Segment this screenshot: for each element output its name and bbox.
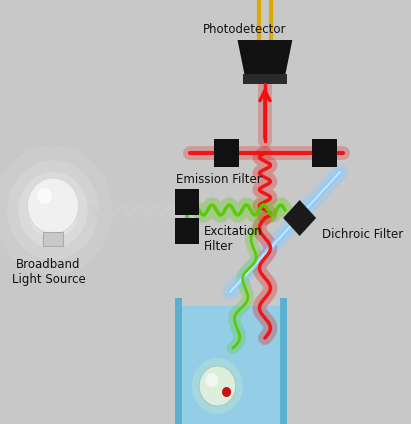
Bar xyxy=(180,306,282,424)
Bar xyxy=(312,139,337,167)
Bar xyxy=(43,232,63,246)
Circle shape xyxy=(7,160,99,260)
Circle shape xyxy=(28,182,79,238)
Bar xyxy=(214,139,239,167)
Bar xyxy=(280,298,287,424)
Bar xyxy=(175,189,199,215)
Bar xyxy=(175,218,199,244)
Polygon shape xyxy=(238,40,292,76)
Text: Emission Filter: Emission Filter xyxy=(176,173,262,186)
Circle shape xyxy=(192,358,243,414)
Bar xyxy=(243,74,287,84)
Circle shape xyxy=(28,178,79,234)
Text: Dichroic Filter: Dichroic Filter xyxy=(321,228,403,241)
Circle shape xyxy=(222,387,231,397)
Text: Broadband
Light Source: Broadband Light Source xyxy=(12,258,85,286)
Circle shape xyxy=(37,188,52,204)
Text: Excitation
Filter: Excitation Filter xyxy=(204,225,262,253)
Text: Photodetector: Photodetector xyxy=(203,23,286,36)
Circle shape xyxy=(0,145,112,275)
Circle shape xyxy=(206,373,218,387)
Circle shape xyxy=(199,366,236,406)
Bar xyxy=(175,298,182,424)
Circle shape xyxy=(18,172,88,248)
Polygon shape xyxy=(283,200,316,236)
